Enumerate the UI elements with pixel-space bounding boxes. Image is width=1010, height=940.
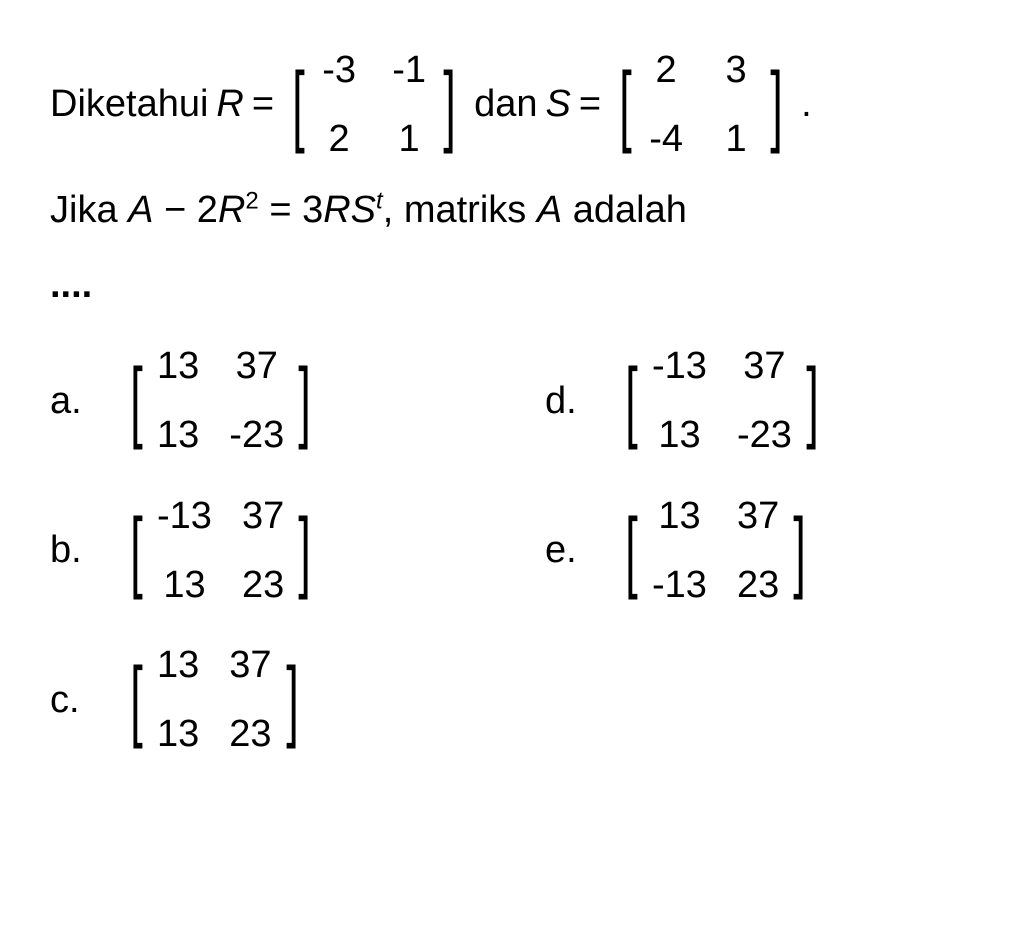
matrix-cell: -3 <box>319 40 359 101</box>
matrix-c: [ 13 37 13 23 ] <box>124 635 305 765</box>
var-r3: R <box>323 189 350 231</box>
options-grid: a. [ 13 37 13 -23 ] d. [ -13 37 13 <box>50 336 960 765</box>
bracket-right-icon: ] <box>806 365 819 437</box>
equals-2: = <box>579 74 601 135</box>
bracket-right-icon: ] <box>793 515 806 587</box>
matrix-a-content: 13 37 13 -23 <box>149 336 292 466</box>
superscript-t: t <box>376 187 383 214</box>
var-s: S <box>546 74 571 135</box>
matrix-b-content: -13 37 13 23 <box>149 486 292 616</box>
var-s2: S <box>351 189 376 231</box>
var-a2: A <box>537 189 562 231</box>
matrix-cell: 23 <box>737 555 779 616</box>
adalah-text: adalah <box>562 189 687 231</box>
matrix-s-content: 2 3 -4 1 <box>638 40 764 170</box>
option-e: e. [ 13 37 -13 23 ] <box>545 486 960 616</box>
prefix-text: Diketahui <box>50 74 208 135</box>
matrix-cell: 37 <box>242 486 284 547</box>
matrix-e-content: 13 37 -13 23 <box>644 486 787 616</box>
matrix-cell: -13 <box>652 555 707 616</box>
option-c: c. [ 13 37 13 23 ] <box>50 635 465 765</box>
var-a: A <box>128 189 153 231</box>
bracket-right-icon: ] <box>770 69 783 141</box>
option-d: d. [ -13 37 13 -23 ] <box>545 336 960 466</box>
var-r2: R <box>218 189 245 231</box>
matrix-cell: 23 <box>242 555 284 616</box>
matrix-cell: -23 <box>229 405 284 466</box>
matrix-cell: 13 <box>157 635 199 696</box>
equals-1: = <box>252 74 274 135</box>
matrix-cell: 23 <box>229 704 271 765</box>
matrix-cell: 13 <box>652 486 707 547</box>
period: . <box>801 74 812 135</box>
bracket-left-icon: [ <box>625 365 638 437</box>
matrix-cell: 37 <box>229 635 271 696</box>
option-label-b: b. <box>50 520 90 581</box>
var-r: R <box>216 74 243 135</box>
matrix-cell: -13 <box>652 336 707 397</box>
bracket-left-icon: [ <box>130 365 143 437</box>
ellipsis: .... <box>50 255 960 316</box>
matriks-text: , matriks <box>383 189 537 231</box>
matrix-d: [ -13 37 13 -23 ] <box>619 336 825 466</box>
matrix-cell: 37 <box>737 336 792 397</box>
matrix-cell: 13 <box>157 405 199 466</box>
matrix-r-content: -3 -1 2 1 <box>311 40 437 170</box>
matrix-cell: -1 <box>389 40 429 101</box>
bracket-left-icon: [ <box>292 69 305 141</box>
matrix-d-content: -13 37 13 -23 <box>644 336 800 466</box>
matrix-cell: -13 <box>157 486 212 547</box>
matrix-cell: 13 <box>157 336 199 397</box>
matrix-b: [ -13 37 13 23 ] <box>124 486 317 616</box>
matrix-cell: 37 <box>229 336 284 397</box>
option-label-c: c. <box>50 670 90 731</box>
eq-3: = 3 <box>259 189 323 231</box>
option-label-a: a. <box>50 371 90 432</box>
matrix-c-content: 13 37 13 23 <box>149 635 280 765</box>
matrix-cell: 13 <box>652 405 707 466</box>
matrix-a: [ 13 37 13 -23 ] <box>124 336 317 466</box>
bracket-left-icon: [ <box>619 69 632 141</box>
matrix-e: [ 13 37 -13 23 ] <box>619 486 812 616</box>
jika-text: Jika <box>50 189 128 231</box>
matrix-cell: 2 <box>646 40 686 101</box>
matrix-s: [ 2 3 -4 1 ] <box>613 40 789 170</box>
option-label-e: e. <box>545 520 585 581</box>
bracket-left-icon: [ <box>625 515 638 587</box>
option-a: a. [ 13 37 13 -23 ] <box>50 336 465 466</box>
bracket-left-icon: [ <box>130 664 143 736</box>
matrix-r: [ -3 -1 2 1 ] <box>286 40 462 170</box>
bracket-right-icon: ] <box>443 69 456 141</box>
minus-2: − 2 <box>154 189 218 231</box>
superscript-2: 2 <box>245 187 258 214</box>
question-line-1: Diketahui R = [ -3 -1 2 1 ] dan S = [ 2 … <box>50 40 960 170</box>
question-content: Diketahui R = [ -3 -1 2 1 ] dan S = [ 2 … <box>50 40 960 765</box>
matrix-cell: 2 <box>319 109 359 170</box>
bracket-right-icon: ] <box>298 365 311 437</box>
option-b: b. [ -13 37 13 23 ] <box>50 486 465 616</box>
bracket-left-icon: [ <box>130 515 143 587</box>
matrix-cell: 1 <box>716 109 756 170</box>
bracket-right-icon: ] <box>286 664 299 736</box>
bracket-right-icon: ] <box>298 515 311 587</box>
option-label-d: d. <box>545 371 585 432</box>
matrix-cell: -23 <box>737 405 792 466</box>
question-line-2: Jika A − 2R2 = 3RSt, matriks A adalah <box>50 180 960 241</box>
matrix-cell: 13 <box>157 555 212 616</box>
matrix-cell: 3 <box>716 40 756 101</box>
matrix-cell: 13 <box>157 704 199 765</box>
matrix-cell: 37 <box>737 486 779 547</box>
matrix-cell: -4 <box>646 109 686 170</box>
matrix-cell: 1 <box>389 109 429 170</box>
dan-text: dan <box>474 74 537 135</box>
